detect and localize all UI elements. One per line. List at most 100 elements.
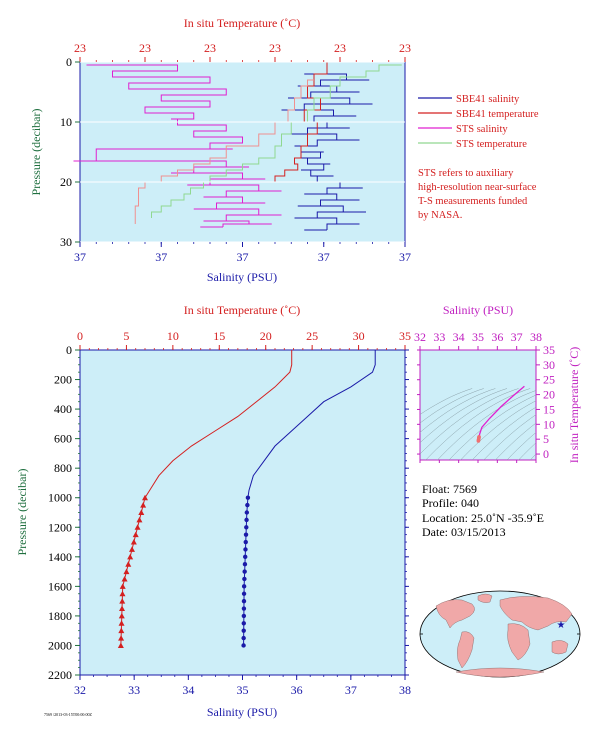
float-location-star: ★	[557, 620, 566, 631]
legend-item-sbe41-salinity: SBE41 salinity	[418, 94, 520, 105]
left-tick-label: 600	[54, 432, 72, 446]
top-tick-label: 15	[213, 329, 225, 343]
ts-plot-area	[419, 349, 537, 461]
temperature-marker	[123, 568, 130, 575]
ts-right-tick-label: 35	[543, 343, 555, 357]
temperature-marker	[134, 524, 141, 530]
left-tick-label: 20	[60, 175, 72, 189]
near-surface-top-axis-label: In situ Temperature (˚C)	[184, 16, 301, 30]
salinity-marker	[244, 517, 249, 523]
continent-africa	[507, 623, 531, 661]
top-tick-label: 23	[334, 41, 346, 55]
salinity-marker	[243, 547, 248, 552]
near-surface-axes: 23 23 23 23 23 23 37 37 37 37 37 0 10 20 30	[60, 41, 411, 264]
left-tick-label: 10	[60, 115, 72, 129]
sts-temperature-line	[151, 64, 402, 218]
top-tick-label: 23	[204, 41, 216, 55]
continent-antarctica	[455, 667, 545, 678]
top-tick-label: 23	[269, 41, 281, 55]
density-contour	[420, 388, 496, 433]
salinity-marker	[241, 628, 246, 633]
ts-right-tick-label: 15	[543, 402, 555, 416]
density-contours	[420, 388, 536, 460]
left-tick-label: 200	[54, 373, 72, 387]
bottom-tick-label: 37	[237, 250, 249, 264]
sts-salinity-line	[86, 64, 260, 227]
top-tick-label: 20	[260, 329, 272, 343]
density-contour	[495, 422, 536, 460]
continent-greenland	[477, 593, 493, 603]
salinity-marker	[242, 576, 247, 582]
top-tick-label: 25	[306, 329, 318, 343]
salinity-marker	[241, 584, 247, 589]
left-tick-label: 0	[66, 343, 72, 357]
legend-label: SBE41 temperature	[456, 109, 539, 120]
ts-top-tick-label: 35	[472, 330, 484, 344]
density-contour	[448, 394, 536, 460]
full-profile-plot-area	[79, 349, 406, 676]
density-contour	[530, 453, 536, 460]
legend-label: STS temperature	[456, 139, 527, 150]
salinity-marker	[241, 606, 247, 611]
ts-deep-point	[477, 435, 481, 439]
salinity-marker	[241, 613, 247, 619]
density-contour	[506, 432, 536, 460]
density-contour	[437, 390, 536, 460]
full-profile-series	[117, 350, 376, 648]
temperature-marker	[130, 539, 137, 545]
left-tick-label: 800	[54, 461, 72, 475]
world-map: ★	[419, 590, 581, 678]
temperature-marker	[118, 612, 125, 619]
left-tick-label: 2200	[48, 668, 72, 682]
salinity-marker	[242, 562, 248, 567]
ts-series	[476, 385, 525, 443]
temperature-marker	[125, 561, 132, 567]
left-tick-label: 0	[66, 55, 72, 69]
legend-item-sts-temperature: STS temperature	[418, 139, 527, 150]
continent-australia	[551, 640, 569, 655]
float-id: Float: 7569	[422, 482, 477, 496]
profile-number: Profile: 040	[422, 496, 479, 510]
salinity-marker	[241, 643, 246, 648]
date: Date: 03/15/2013	[422, 525, 506, 539]
full-profile-left-axis-label: Pressure (decibar)	[15, 469, 29, 556]
note-line: T-S measurements funded	[418, 196, 528, 207]
sts-temperature-alt-line	[134, 79, 314, 224]
near-surface-series	[73, 61, 402, 231]
top-tick-label: 23	[74, 41, 86, 55]
temperature-marker	[142, 494, 148, 501]
bottom-tick-label: 37	[345, 683, 357, 697]
temperature-marker	[118, 635, 125, 641]
density-contour	[483, 414, 536, 460]
temperature-marker	[132, 531, 139, 538]
temperature-marker	[118, 620, 125, 626]
salinity-marker	[244, 510, 250, 515]
temperature-marker	[117, 642, 124, 648]
temperature-marker	[136, 516, 143, 523]
ts-top-axis-label: Salinity (PSU)	[443, 303, 513, 317]
sts-note: STS refers to auxiliary high-resolution …	[418, 168, 537, 221]
salinity-marker	[241, 635, 246, 641]
salinity-marker	[241, 621, 246, 626]
continent-eurasia	[499, 596, 573, 631]
temperature-marker	[119, 605, 126, 612]
ts-right-tick-label: 10	[543, 417, 555, 431]
top-tick-label: 35	[399, 329, 411, 343]
left-tick-label: 1400	[48, 550, 72, 564]
temperature-marker	[121, 575, 128, 582]
left-tick-label: 1800	[48, 609, 72, 623]
legend-label: SBE41 salinity	[456, 94, 520, 105]
note-line: STS refers to auxiliary	[418, 168, 514, 179]
temperature-marker	[118, 627, 125, 634]
density-contour	[425, 388, 531, 460]
legend-label: STS salinity	[456, 124, 508, 135]
density-contour	[420, 388, 473, 415]
ts-right-tick-label: 30	[543, 358, 555, 372]
bottom-tick-label: 36	[291, 683, 303, 697]
bottom-tick-label: 38	[399, 683, 411, 697]
full-profile-bottom-axis-label: Salinity (PSU)	[207, 705, 277, 719]
left-tick-label: 1600	[48, 579, 72, 593]
bottom-tick-label: 37	[155, 250, 167, 264]
